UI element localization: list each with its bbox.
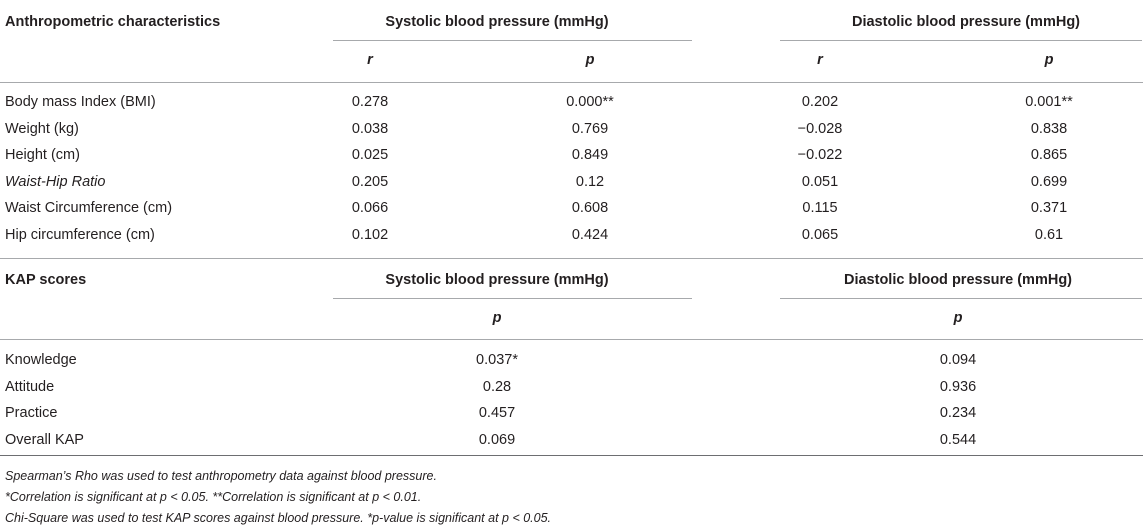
cell-p-systolic: 0.000** (566, 94, 614, 110)
cell-p-systolic: 0.424 (571, 226, 609, 243)
row-label: Overall KAP (5, 431, 84, 448)
cell-p-diastolic: 0.371 (1030, 200, 1068, 216)
cell-r-diastolic: 0.051 (801, 173, 839, 190)
section2-systolic-header: Systolic blood pressure (mmHg) (385, 272, 609, 288)
section2-header-rule (0, 339, 1143, 340)
sub-r-diastolic: r (817, 52, 823, 68)
cell-r-diastolic: −0.028 (797, 120, 843, 137)
cell-p-systolic: 0.12 (575, 173, 605, 190)
cell-p-systolic: 0.849 (571, 147, 609, 163)
table-bottom-rule (0, 455, 1143, 456)
footnote-spearman: Spearman’s Rho was used to test anthropo… (5, 469, 437, 483)
row-label: Waist-Hip Ratio (5, 173, 106, 190)
cell-p-diastolic: 0.936 (939, 378, 977, 395)
cell-r-systolic: 0.278 (351, 94, 389, 110)
row-label: Knowledge (5, 352, 77, 368)
footnote-significance: *Correlation is significant at p < 0.05.… (5, 490, 422, 504)
cell-p-diastolic: 0.234 (939, 405, 977, 421)
cell-p-diastolic: 0.544 (939, 431, 977, 448)
section2-systolic-rule (333, 298, 692, 299)
cell-r-systolic: 0.066 (351, 200, 389, 216)
cell-p-diastolic: 0.865 (1030, 147, 1068, 163)
section1-systolic-header: Systolic blood pressure (mmHg) (385, 14, 609, 30)
sub-p-systolic: p (585, 52, 595, 68)
cell-r-systolic: 0.205 (351, 173, 389, 190)
cell-r-diastolic: −0.022 (797, 147, 843, 163)
cell-p-diastolic: 0.001** (1025, 94, 1073, 110)
row-label: Attitude (5, 378, 55, 395)
section-separator (0, 258, 1143, 259)
sub-r-systolic: r (367, 52, 373, 68)
row-label: Body mass Index (BMI) (5, 94, 156, 110)
cell-r-systolic: 0.025 (351, 147, 389, 163)
cell-r-diastolic: 0.115 (802, 200, 838, 216)
row-label: Hip circumference (cm) (5, 226, 155, 243)
cell-p-systolic: 0.769 (571, 120, 609, 137)
cell-p-systolic: 0.28 (482, 378, 512, 395)
section2-diastolic-rule (780, 298, 1142, 299)
section1-header: Anthropometric characteristics (5, 14, 221, 30)
systolic-header-rule (333, 40, 692, 41)
section1-diastolic-header: Diastolic blood pressure (mmHg) (851, 14, 1081, 30)
section1-header-rule (0, 82, 1143, 83)
sub-p-diastolic: p (1044, 52, 1054, 68)
cell-p-diastolic: 0.838 (1030, 120, 1068, 137)
cell-p-diastolic: 0.61 (1034, 226, 1064, 243)
cell-p-diastolic: 0.699 (1030, 173, 1068, 190)
cell-r-systolic: 0.102 (351, 226, 389, 243)
row-label: Practice (5, 405, 58, 421)
cell-r-diastolic: 0.202 (801, 94, 839, 110)
footnote-chisquare: Chi-Square was used to test KAP scores a… (5, 511, 552, 525)
section2-diastolic-header: Diastolic blood pressure (mmHg) (843, 272, 1073, 288)
cell-p-systolic: 0.608 (571, 200, 609, 216)
section2-header: KAP scores (5, 272, 87, 288)
cell-p-systolic: 0.457 (478, 405, 516, 421)
cell-p-diastolic: 0.094 (939, 352, 977, 368)
cell-p-systolic: 0.037* (476, 352, 518, 368)
row-label: Waist Circumference (cm) (5, 200, 173, 216)
sub-p-diastolic-kap: p (953, 310, 963, 326)
cell-r-diastolic: 0.065 (801, 226, 839, 243)
row-label: Weight (kg) (5, 120, 79, 137)
cell-r-systolic: 0.038 (351, 120, 389, 137)
row-label: Height (cm) (5, 147, 80, 163)
diastolic-header-rule (780, 40, 1142, 41)
sub-p-systolic-kap: p (492, 310, 502, 326)
cell-p-systolic: 0.069 (478, 431, 516, 448)
